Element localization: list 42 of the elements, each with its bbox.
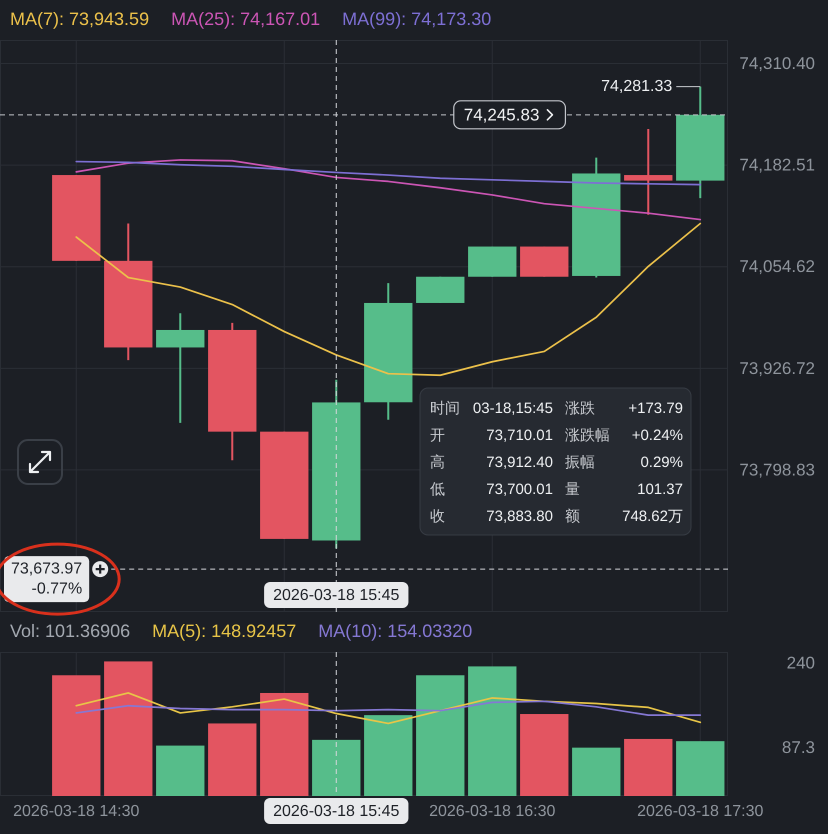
- annotation: 收: [430, 508, 445, 525]
- annotation: +173.79: [628, 400, 683, 417]
- annotation: 低: [430, 481, 445, 498]
- annotation: 高: [430, 454, 445, 471]
- annotation: 振幅: [565, 454, 595, 471]
- ref-line: 2026-03-18 15:45: [264, 652, 408, 824]
- crosshair-y-label: 73,673.97 -0.77%: [4, 556, 90, 602]
- x-tick-label: 2026-03-18 17:30: [637, 803, 764, 820]
- annotation: 748.62万: [622, 508, 683, 525]
- annotation: +0.24%: [632, 427, 683, 444]
- ref-line: 2026-03-18 15:45: [264, 40, 408, 612]
- y-tick-label: 74,054.62: [739, 257, 815, 276]
- annotation: 73,912.40: [486, 454, 553, 471]
- annotation: 开: [430, 427, 445, 444]
- y-tick-label: 73,798.83: [739, 460, 815, 480]
- annotation: 73,700.01: [486, 481, 553, 498]
- ref-line-label: 2026-03-18 15:45: [273, 803, 400, 820]
- annotation: 涨跌幅: [565, 427, 610, 444]
- ref-line: 74,245.83: [0, 100, 728, 130]
- annotation: -0.77%: [31, 580, 82, 598]
- y-tick-label: 74,310.40: [739, 54, 815, 74]
- ref-line-label: 2026-03-18 15:45: [273, 587, 400, 604]
- annotation: 73,710.01: [486, 427, 553, 444]
- annotation: 额: [565, 508, 580, 525]
- y-tick-label: 87.3: [782, 738, 815, 758]
- annotation: 涨跌: [565, 400, 595, 417]
- y-tick-label: 240: [786, 654, 815, 673]
- y-tick-label: 73,926.72: [739, 358, 815, 378]
- annotation: 量: [565, 481, 580, 498]
- annotation: 73,883.80: [486, 508, 553, 525]
- legend: MA(7): 73,943.59 MA(25): 74,167.01 MA(99): 74,173.30: [10, 9, 492, 29]
- annotation: 时间: [430, 400, 460, 417]
- x-tick-label: 2026-03-18 16:30: [429, 803, 556, 820]
- annotation: 0.29%: [640, 454, 683, 471]
- annotation: 101.37: [637, 481, 683, 498]
- ref-line-label: 73,673.97: [11, 560, 82, 578]
- legend: Vol: 101.36906 MA(5): 148.92457 MA(10): 154.03320: [10, 621, 472, 641]
- x-tick-label: 2026-03-18 14:30: [13, 803, 140, 820]
- annotation: 74,281.33: [601, 78, 672, 96]
- annotation: 03-18,15:45: [472, 400, 553, 417]
- ref-line-label: 74,245.83: [464, 105, 540, 124]
- y-tick-label: 74,182.51: [739, 156, 815, 175]
